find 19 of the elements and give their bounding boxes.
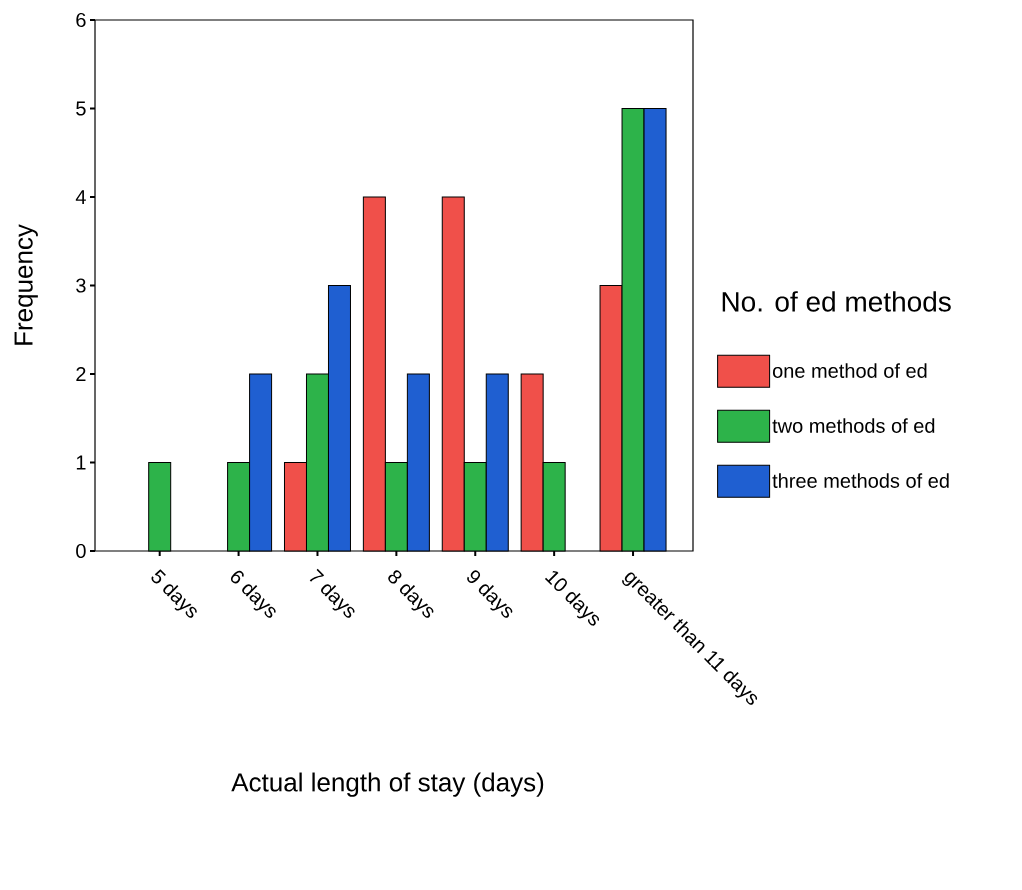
legend-label: two methods of ed: [772, 418, 935, 433]
x-axis-title: Actual length of stay (days): [231, 772, 544, 797]
legend-title: No. of ed methods: [722, 291, 951, 312]
x-tick-label: 10 days: [544, 571, 600, 626]
x-tick-label: 7 days: [309, 568, 355, 618]
y-tick-label: 6: [76, 12, 86, 28]
x-tick-label: 9 days: [467, 570, 513, 618]
x-tick-label: 8 days: [388, 570, 434, 618]
y-tick-label: 5: [76, 101, 86, 116]
y-tick-label: 0: [76, 543, 86, 559]
legend-label: three methods of ed: [772, 473, 949, 488]
y-tick-label: 2: [76, 367, 86, 381]
y-tick-label: 1: [76, 455, 86, 470]
legend-label: one method of ed: [772, 363, 927, 378]
x-tick-label: 6 days: [230, 570, 276, 618]
y-tick-label: 4: [75, 190, 86, 204]
y-axis-title: Frequency: [14, 224, 38, 345]
y-tick-label: 3: [76, 278, 86, 293]
x-tick-label: 5 days: [151, 569, 197, 618]
